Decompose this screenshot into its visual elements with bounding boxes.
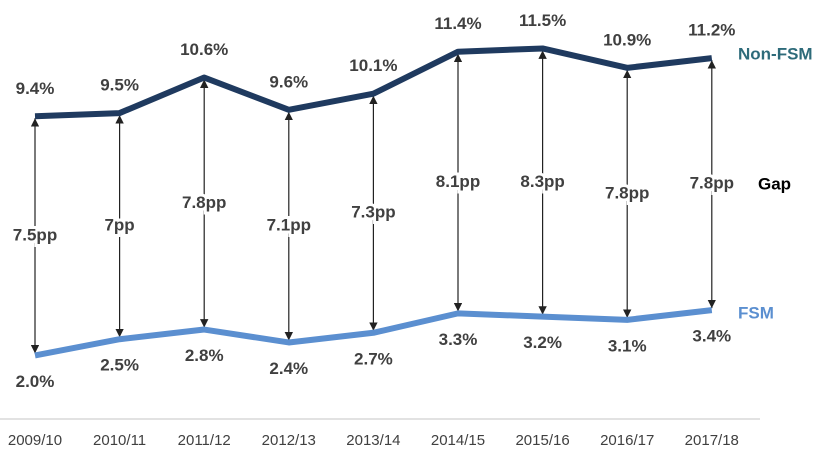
data-label: 3.2% <box>523 333 562 352</box>
gap-label: 8.1pp <box>436 172 480 191</box>
data-label: 11.4% <box>434 14 481 33</box>
series-line <box>34 45 713 120</box>
data-label: 10.9% <box>603 30 651 49</box>
x-tick-label: 2017/18 <box>685 432 739 449</box>
data-label: 9.6% <box>269 72 308 91</box>
gap-label: 7.8pp <box>690 174 734 193</box>
x-tick-label: 2015/16 <box>515 432 569 449</box>
data-label: 3.1% <box>608 336 647 355</box>
x-tick-label: 2011/12 <box>178 432 231 449</box>
data-label: 11.5% <box>519 11 566 30</box>
series-label: Non-FSM <box>738 45 813 64</box>
data-label: 2.0% <box>16 372 55 391</box>
gap-title: Gap <box>758 174 791 193</box>
gap-label: 7.8pp <box>182 193 226 212</box>
data-label: 3.4% <box>692 327 731 346</box>
gap-label: 7.3pp <box>351 203 395 222</box>
x-tick-label: 2010/11 <box>93 432 146 449</box>
data-label: 9.5% <box>100 76 139 95</box>
data-label: 2.4% <box>269 359 308 378</box>
data-label: 2.8% <box>185 346 224 365</box>
x-tick-label: 2009/10 <box>8 432 62 449</box>
gap-label: 7.8pp <box>605 183 649 202</box>
data-label: 2.7% <box>354 349 393 368</box>
x-tick-label: 2014/15 <box>431 432 485 449</box>
gap-label: 7.5pp <box>13 225 57 244</box>
data-label: 10.1% <box>349 56 397 75</box>
series-label: FSM <box>738 304 774 323</box>
x-tick-label: 2012/13 <box>262 432 316 449</box>
gap-label: 7pp <box>104 216 134 235</box>
data-label: 11.2% <box>688 21 735 40</box>
x-tick-label: 2016/17 <box>600 432 654 449</box>
data-label: 2.5% <box>100 356 139 375</box>
gap-label: 7.1pp <box>267 216 311 235</box>
gap-label: 8.3pp <box>520 172 564 191</box>
data-label: 3.3% <box>439 330 478 349</box>
x-tick-label: 2013/14 <box>346 432 400 449</box>
data-label: 10.6% <box>180 40 228 59</box>
data-label: 9.4% <box>16 79 55 98</box>
series-line <box>34 307 713 359</box>
